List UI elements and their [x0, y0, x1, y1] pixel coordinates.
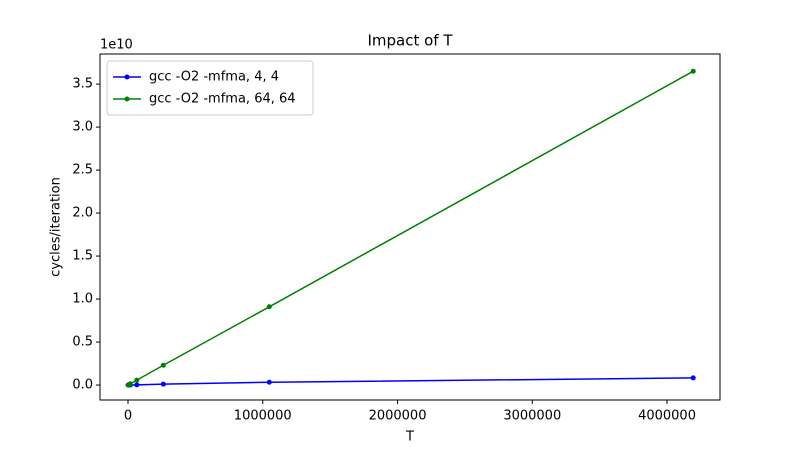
data-point — [690, 68, 696, 74]
data-point — [690, 375, 696, 381]
legend-label: gcc -O2 -mfma, 64, 64 — [149, 92, 296, 107]
legend-box — [106, 60, 314, 116]
y-offset-label: 1e10 — [100, 38, 133, 53]
data-point — [127, 381, 133, 387]
y-axis-label: cycles/iteration — [49, 177, 64, 277]
x-axis-label: T — [405, 430, 414, 445]
data-point — [134, 382, 140, 388]
y-tick-label: 1.0 — [72, 292, 93, 307]
data-point — [160, 362, 166, 368]
legend-marker — [124, 74, 130, 80]
data-point — [266, 379, 272, 385]
x-tick-label: 4000000 — [638, 409, 696, 424]
series-line — [128, 377, 694, 386]
chart-title: Impact of T — [367, 32, 453, 50]
y-tick-label: 0.5 — [72, 335, 93, 350]
plot-frame — [99, 53, 721, 401]
y-tick-label: 2.5 — [72, 163, 93, 178]
legend-marker — [124, 96, 130, 102]
y-tick-label: 2.0 — [72, 206, 93, 221]
x-tick-label: 3000000 — [503, 409, 561, 424]
y-tick-label: 0.0 — [72, 378, 93, 393]
y-tick-label: 3.5 — [72, 77, 93, 92]
x-tick-label: 1000000 — [234, 409, 292, 424]
series-line — [127, 70, 694, 386]
data-point — [134, 377, 140, 383]
y-tick-label: 3.0 — [72, 120, 93, 135]
legend-label: gcc -O2 -mfma, 4, 4 — [149, 70, 279, 85]
data-point — [266, 304, 272, 310]
x-tick-label: 0 — [124, 409, 132, 424]
data-point — [160, 381, 166, 387]
x-tick-label: 2000000 — [369, 409, 427, 424]
y-tick-label: 1.5 — [72, 249, 93, 264]
